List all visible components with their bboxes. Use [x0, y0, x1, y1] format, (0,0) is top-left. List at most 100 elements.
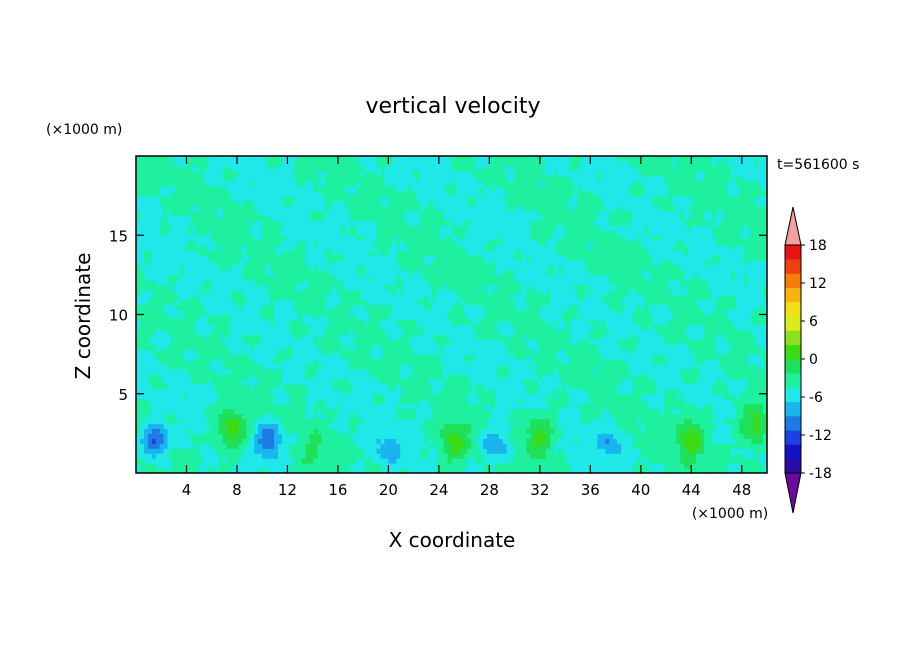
field-cell: [526, 453, 531, 459]
field-cell: [486, 383, 492, 390]
field-cell: [577, 324, 583, 330]
field-cell: [348, 339, 354, 345]
field-cell: [727, 393, 733, 400]
field-cell: [755, 373, 760, 380]
field-cell: [688, 354, 693, 360]
field-cell: [498, 388, 504, 395]
field-cell: [341, 388, 346, 395]
field-cell: [171, 344, 177, 350]
field-cell: [636, 368, 642, 375]
field-cell: [435, 368, 441, 375]
field-cell: [699, 428, 705, 434]
field-cell: [214, 428, 220, 434]
field-cell: [526, 448, 531, 454]
field-cell: [376, 368, 382, 375]
field-cell: [459, 393, 464, 400]
field-cell: [289, 403, 295, 410]
field-cell: [483, 428, 488, 434]
field-cell: [175, 334, 180, 340]
field-cell: [431, 458, 437, 464]
field-cell: [301, 324, 307, 330]
field-cell: [699, 354, 705, 360]
field-cell: [565, 408, 571, 415]
field-cell: [277, 448, 283, 454]
field-cell: [672, 458, 677, 464]
field-cell: [242, 364, 248, 370]
field-cell: [617, 324, 622, 330]
field-cell: [597, 443, 602, 449]
field-cell: [210, 413, 216, 420]
field-cell: [203, 349, 208, 355]
field-cell: [218, 468, 224, 473]
field-cell: [640, 339, 646, 345]
field-cell: [573, 339, 579, 345]
field-cell: [183, 319, 188, 326]
field-cell: [747, 319, 752, 326]
field-cell: [676, 418, 681, 425]
field-cell: [664, 398, 670, 405]
field-cell: [680, 383, 685, 390]
field-cell: [206, 329, 212, 335]
field-cell: [577, 349, 583, 355]
field-cell: [392, 423, 397, 430]
field-cell: [557, 354, 563, 360]
field-cell: [636, 378, 642, 385]
field-cell: [230, 408, 236, 415]
field-cell: [585, 418, 591, 425]
field-cell: [617, 383, 622, 390]
field-cell: [542, 354, 547, 360]
field-cell: [352, 383, 358, 390]
field-cell: [471, 408, 476, 415]
field-cell: [711, 324, 717, 330]
field-cell: [218, 329, 224, 335]
field-cell: [218, 354, 224, 360]
field-cell: [396, 373, 401, 380]
field-cell: [143, 383, 149, 390]
field-cell: [735, 443, 740, 449]
field-cell: [222, 453, 228, 459]
field-cell: [652, 418, 658, 425]
field-cell: [281, 349, 287, 355]
field-cell: [759, 329, 764, 335]
field-cell: [143, 403, 149, 410]
field-cell: [711, 329, 717, 335]
field-cell: [479, 364, 484, 370]
field-cell: [199, 453, 204, 459]
field-cell: [747, 364, 752, 370]
field-cell: [723, 433, 729, 439]
field-cell: [510, 423, 516, 430]
field-cell: [139, 368, 145, 375]
field-cell: [396, 393, 401, 400]
field-cell: [605, 383, 610, 390]
field-cell: [289, 383, 295, 390]
field-cell: [191, 408, 196, 415]
field-cell: [648, 403, 654, 410]
field-cell: [281, 354, 287, 360]
field-cell: [597, 418, 602, 425]
field-cell: [439, 324, 445, 330]
field-cell: [431, 339, 437, 345]
field-cell: [751, 329, 756, 335]
field-cell: [416, 383, 421, 390]
field-cell: [384, 428, 389, 434]
field-cell: [747, 344, 752, 350]
field-cell: [147, 398, 153, 405]
field-cell: [210, 344, 216, 350]
field-cell: [262, 339, 267, 345]
field-cell: [688, 344, 693, 350]
field-cell: [644, 368, 650, 375]
field-cell: [542, 334, 547, 340]
field-cell: [475, 418, 480, 425]
field-cell: [238, 344, 244, 350]
field-cell: [522, 359, 528, 365]
field-cell: [479, 458, 484, 464]
field-cell: [218, 458, 224, 464]
field-cell: [368, 319, 374, 326]
field-cell: [676, 463, 681, 469]
field-cell: [451, 373, 457, 380]
field-cell: [621, 458, 626, 464]
field-cell: [711, 428, 717, 434]
field-cell: [191, 448, 196, 454]
field-cell: [447, 438, 453, 444]
field-cell: [277, 458, 283, 464]
